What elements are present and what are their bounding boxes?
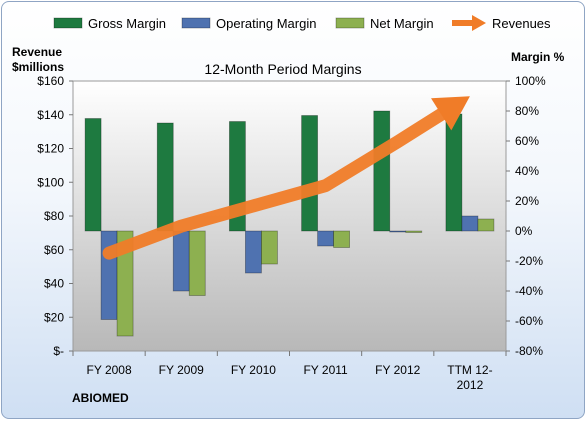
legend-label-gross-margin: Gross Margin — [88, 16, 166, 31]
y-right-axis: -80% -60% -40% -20% 0% 20% 40% 60% 80% 100% — [506, 74, 546, 358]
y-right-tick-label: 100% — [515, 74, 546, 88]
y-left-label-line2: $millions — [12, 60, 64, 74]
legend-label-operating-margin: Operating Margin — [216, 16, 316, 31]
legend: Gross Margin Operating Margin Net Margin Re… — [53, 15, 551, 31]
bar-operating-margin — [317, 230, 334, 247]
x-tick-label: FY 2008 — [87, 363, 132, 377]
y-right-tick-label: 40% — [515, 164, 539, 178]
legend-swatch-gross-margin — [53, 17, 83, 29]
y-left-tick-label: $80 — [44, 209, 64, 223]
x-tick-label: FY 2011 — [303, 363, 348, 377]
bar-net-margin — [333, 230, 350, 248]
bar-net-margin — [405, 230, 423, 233]
y-right-tick-label: -80% — [515, 344, 543, 358]
x-tick-label: FY 2010 — [231, 363, 276, 377]
legend-label-revenues: Revenues — [492, 16, 551, 31]
bar-operating-margin — [461, 215, 479, 232]
y-right-label: Margin % — [511, 50, 565, 64]
legend-swatch-net-margin — [335, 17, 365, 29]
y-left-label-line1: Revenue — [12, 45, 62, 59]
bar-operating-margin — [389, 230, 407, 233]
x-tick-label: FY 2009 — [159, 363, 204, 377]
x-axis: FY 2008 FY 2009 FY 2010 FY 2011 FY 2012 TTM 1… — [72, 351, 507, 392]
bar-gross-margin — [445, 113, 463, 232]
y-left-tick-label: $40 — [44, 277, 64, 291]
bar-operating-margin — [245, 230, 262, 274]
bar-operating-margin — [172, 230, 190, 292]
x-tick-label: TTM 12- — [447, 363, 492, 377]
y-right-tick-label: 60% — [515, 134, 539, 148]
y-left-tick-label: $120 — [37, 142, 64, 156]
revenues-arrowhead — [431, 96, 470, 131]
y-right-tick-label: 0% — [515, 224, 533, 238]
bar-gross-margin — [373, 110, 391, 232]
bar-net-margin — [477, 218, 495, 232]
bar-gross-margin — [301, 115, 318, 232]
legend-arrow-revenues — [472, 15, 486, 31]
y-left-tick-label: $160 — [37, 74, 64, 88]
y-left-tick-label: $60 — [44, 243, 64, 257]
y-left-tick-label: $100 — [37, 175, 64, 189]
y-right-tick-label: -40% — [515, 284, 543, 298]
y-right-tick-label: 20% — [515, 194, 539, 208]
y-left-axis: $- $20 $40 $60 $80 $100 $120 $140 $160 — [37, 74, 73, 358]
bar-net-margin — [261, 230, 278, 265]
bar-gross-margin — [156, 122, 174, 232]
legend-swatch-operating-margin — [181, 17, 211, 29]
chart-title: 12-Month Period Margins — [204, 61, 361, 77]
revenues-line — [102, 107, 448, 260]
bar-gross-margin — [84, 118, 102, 232]
bar-net-margin — [188, 230, 206, 296]
y-right-tick-label: -60% — [515, 314, 543, 328]
bar-net-margin — [116, 230, 134, 337]
revenue-line-layer — [102, 96, 470, 260]
y-left-tick-label: $140 — [37, 108, 64, 122]
y-right-tick-label: -20% — [515, 254, 543, 268]
x-tick-label: FY 2012 — [375, 363, 420, 377]
y-left-tick-label: $- — [53, 344, 64, 358]
x-tick-label: 2012 — [457, 378, 484, 392]
y-right-tick-label: 80% — [515, 104, 539, 118]
y-left-tick-label: $20 — [44, 310, 64, 324]
legend-label-net-margin: Net Margin — [370, 16, 434, 31]
company-label: ABIOMED — [72, 391, 129, 405]
